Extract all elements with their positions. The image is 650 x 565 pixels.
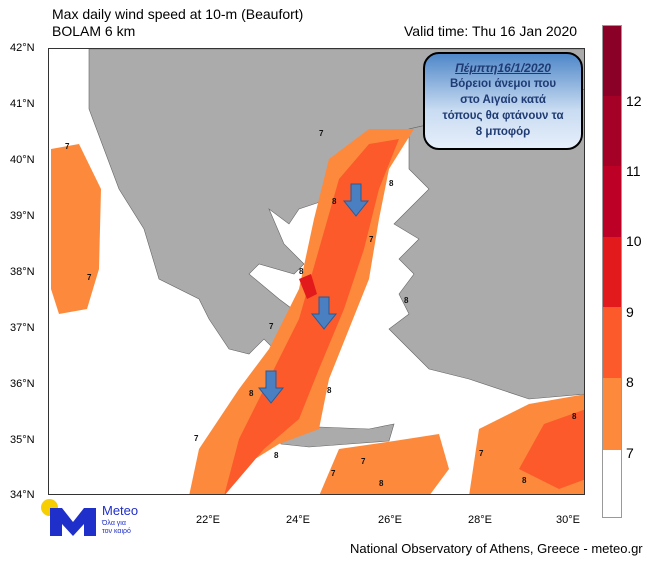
forecast-callout: Πέμπτη16/1/2020 Βόρειοι άνεμοι που στο Α… (423, 52, 583, 150)
contour-label: 7 (87, 273, 92, 282)
wind-area-aegean-9 (299, 274, 317, 299)
logo-name: Meteo (102, 503, 139, 518)
logo-tagline: τον καιρό (102, 528, 131, 535)
callout-line: 8 μποφόρ (475, 126, 531, 138)
wind-area-east-med (319, 434, 449, 494)
wind-area-ionian (51, 144, 101, 314)
wind-arrow-icon (310, 296, 338, 330)
lat-label: 36°N (10, 378, 35, 390)
colorbar-segment (602, 307, 622, 378)
contour-label: 7 (369, 235, 374, 244)
colorbar-segment (602, 450, 622, 518)
contour-label: 8 (274, 451, 279, 460)
contour-label: 7 (479, 449, 484, 458)
contour-label: 8 (404, 296, 409, 305)
contour-label: 8 (249, 389, 254, 398)
contour-label: 8 (389, 179, 394, 188)
meteo-logo: Meteo Όλα για τον καιρό (40, 498, 150, 538)
colorbar-segment (602, 96, 622, 166)
valid-time: Valid time: Thu 16 Jan 2020 (404, 23, 578, 39)
colorbar-label: 10 (626, 233, 642, 249)
model-name: BOLAM 6 km (52, 23, 136, 39)
lat-label: 42°N (10, 42, 35, 54)
contour-label: 7 (319, 129, 324, 138)
wind-area-aegean-8 (224, 139, 399, 494)
contour-label: 8 (379, 479, 384, 488)
lon-label: 22°E (196, 514, 220, 526)
callout-line: Βόρειοι άνεμοι που (449, 78, 557, 90)
callout-line: τόπους θα φτάνουν τα (442, 110, 564, 122)
contour-label: 8 (299, 267, 304, 276)
lat-label: 40°N (10, 154, 35, 166)
lon-label: 28°E (468, 514, 492, 526)
colorbar-label: 7 (626, 445, 634, 461)
lat-label: 38°N (10, 266, 35, 278)
logo-tagline: Όλα για (102, 520, 126, 527)
lon-label: 24°E (286, 514, 310, 526)
colorbar-label: 11 (626, 163, 641, 179)
wind-area-levant-8 (519, 409, 584, 489)
contour-label: 7 (331, 469, 336, 478)
callout-line: στο Αιγαίο κατά (460, 94, 546, 106)
map-title: Max daily wind speed at 10-m (Beaufort) (52, 6, 304, 22)
lon-label: 30°E (556, 514, 580, 526)
colorbar-segment (602, 378, 622, 450)
colorbar-label: 8 (626, 374, 634, 390)
wind-arrow-icon (342, 183, 370, 217)
contour-label: 7 (194, 434, 199, 443)
contour-label: 8 (572, 412, 577, 421)
lon-label: 26°E (378, 514, 402, 526)
map-svg (49, 49, 584, 494)
contour-label: 7 (65, 142, 70, 151)
colorbar-label: 9 (626, 304, 634, 320)
callout-date: Πέμπτη16/1/2020 (455, 61, 551, 75)
lat-label: 35°N (10, 434, 35, 446)
map-area: 7 7 7 8 8 7 8 7 8 8 8 7 8 7 7 8 7 8 8 (48, 48, 585, 495)
lat-label: 34°N (10, 489, 35, 501)
m-logo-icon (50, 508, 96, 536)
lat-label: 41°N (10, 98, 35, 110)
wind-arrow-icon (257, 370, 285, 404)
land-turkey (388, 89, 584, 400)
lat-label: 39°N (10, 210, 35, 222)
contour-label: 8 (522, 476, 527, 485)
contour-label: 8 (332, 197, 337, 206)
lat-label: 37°N (10, 322, 35, 334)
colorbar-segment (602, 166, 622, 237)
contour-label: 7 (361, 457, 366, 466)
contour-label: 7 (269, 322, 274, 331)
colorbar-segment (602, 25, 622, 96)
footer-credit: National Observatory of Athens, Greece -… (350, 541, 643, 556)
colorbar-label: 12 (626, 93, 642, 109)
colorbar-segment (602, 237, 622, 307)
contour-label: 8 (327, 386, 332, 395)
